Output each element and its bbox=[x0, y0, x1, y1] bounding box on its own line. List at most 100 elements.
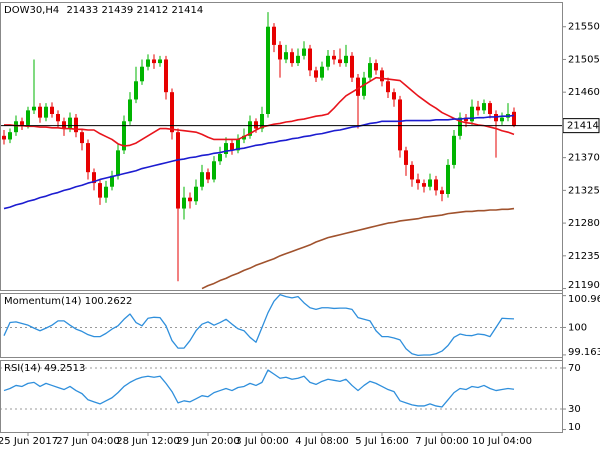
candle-body bbox=[200, 172, 204, 187]
candle-body bbox=[392, 92, 396, 100]
candles bbox=[2, 12, 516, 290]
rsi-title: RSI(14) bbox=[4, 363, 41, 374]
x-tick-label: 7 Jul 00:00 bbox=[415, 436, 469, 447]
symbol: DOW30,H4 bbox=[4, 5, 59, 16]
y-tick-label: 21505 bbox=[568, 54, 600, 65]
last-high: 21439 bbox=[101, 5, 133, 16]
candle-body bbox=[464, 117, 468, 122]
candle-body bbox=[344, 55, 348, 64]
momentum-last: 100.2622 bbox=[85, 296, 133, 307]
candle-body bbox=[74, 117, 78, 133]
y-tick-label: 100 bbox=[568, 322, 587, 333]
candle-body bbox=[338, 59, 342, 64]
candle-body bbox=[452, 135, 456, 165]
candle-body bbox=[140, 66, 144, 82]
candle-body bbox=[266, 26, 270, 114]
candle-body bbox=[236, 139, 240, 151]
candle-body bbox=[8, 132, 12, 140]
candle-body bbox=[386, 81, 390, 93]
candle-body bbox=[188, 197, 192, 202]
candle-body bbox=[128, 99, 132, 122]
candle-body bbox=[242, 135, 246, 140]
candle-body bbox=[176, 132, 180, 209]
candle-body bbox=[158, 59, 162, 64]
x-tick-label: 10 Jul 04:00 bbox=[472, 436, 532, 447]
candle-body bbox=[260, 114, 264, 129]
last-price-label: 21414 bbox=[567, 121, 599, 132]
candle-body bbox=[32, 106, 36, 111]
y-tick-label: 10 bbox=[568, 422, 581, 433]
y-tick-label: 30 bbox=[568, 404, 581, 415]
y-tick-label: 99.1639 bbox=[568, 347, 600, 358]
candle-body bbox=[488, 103, 492, 114]
y-tick-label: 21190 bbox=[568, 280, 600, 291]
y-tick-label: 21550 bbox=[568, 22, 600, 33]
candle-body bbox=[272, 26, 276, 45]
candle-body bbox=[224, 143, 228, 154]
candle-body bbox=[122, 121, 126, 151]
candle-body bbox=[398, 99, 402, 151]
candle-body bbox=[440, 190, 444, 194]
candle-body bbox=[446, 164, 450, 194]
candle-body bbox=[212, 161, 216, 180]
candle-body bbox=[218, 154, 222, 162]
candle-body bbox=[296, 55, 300, 64]
candle-body bbox=[320, 66, 324, 78]
candle-body bbox=[248, 121, 252, 136]
candle-body bbox=[170, 92, 174, 133]
x-tick-label: 4 Jul 08:00 bbox=[295, 436, 349, 447]
candle-body bbox=[92, 172, 96, 184]
moving-average bbox=[3, 114, 515, 210]
candle-body bbox=[134, 81, 138, 100]
candle-body bbox=[332, 55, 336, 60]
candle-body bbox=[146, 59, 150, 67]
last-close: 21414 bbox=[171, 5, 203, 16]
candle-body bbox=[428, 179, 432, 187]
candle-body bbox=[86, 143, 90, 173]
y-tick-label: 100.9695 bbox=[568, 294, 600, 305]
candle-body bbox=[50, 106, 54, 114]
y-tick-label: 21235 bbox=[568, 251, 600, 262]
last-low: 21412 bbox=[136, 5, 168, 16]
momentum-title: Momentum(14) bbox=[4, 296, 82, 307]
candle-body bbox=[2, 135, 6, 140]
last-open: 21433 bbox=[66, 5, 98, 16]
candle-body bbox=[80, 132, 84, 144]
candle-body bbox=[326, 55, 330, 67]
candle-body bbox=[476, 106, 480, 111]
candle-body bbox=[410, 164, 414, 180]
candle-body bbox=[416, 179, 420, 184]
candle-body bbox=[20, 121, 24, 125]
candle-body bbox=[152, 59, 156, 64]
momentum-header: Momentum(14) 100.2622 bbox=[4, 296, 132, 307]
indicator-line bbox=[3, 369, 515, 408]
candle-body bbox=[98, 183, 102, 198]
candle-body bbox=[512, 111, 516, 126]
x-tick-label: 25 Jun 2017 bbox=[0, 436, 58, 447]
candle-body bbox=[290, 52, 294, 64]
candle-body bbox=[26, 110, 30, 125]
candle-body bbox=[434, 179, 438, 191]
candle-body bbox=[422, 183, 426, 187]
x-tick-label: 29 Jun 20:00 bbox=[176, 436, 240, 447]
candle-body bbox=[362, 77, 366, 96]
candle-body bbox=[44, 106, 48, 118]
candle-body bbox=[206, 172, 210, 180]
y-tick-label: 21280 bbox=[568, 218, 600, 229]
candle-body bbox=[482, 103, 486, 111]
rsi-header: RSI(14) 49.2513 bbox=[4, 363, 85, 374]
rsi-panel-border bbox=[0, 360, 563, 433]
candle-body bbox=[284, 52, 288, 60]
momentum-panel-border bbox=[0, 293, 563, 358]
indicator-line bbox=[3, 293, 515, 357]
candle-body bbox=[182, 197, 186, 209]
candle-body bbox=[194, 186, 198, 202]
candle-body bbox=[458, 117, 462, 136]
candle-body bbox=[164, 59, 168, 93]
y-tick-label: 21460 bbox=[568, 87, 600, 98]
moving-average bbox=[4, 76, 515, 147]
x-tick-label: 27 Jun 04:00 bbox=[56, 436, 120, 447]
